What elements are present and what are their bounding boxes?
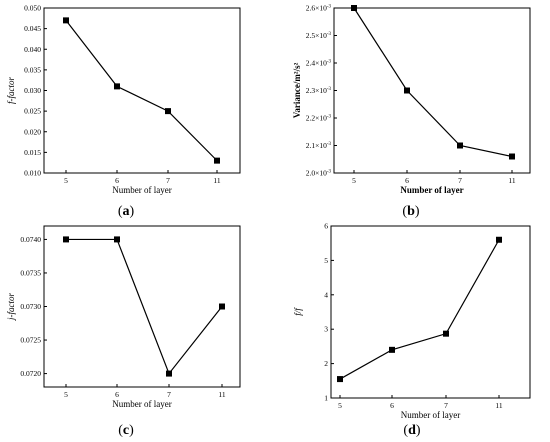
data-point: [337, 376, 343, 383]
data-point: [351, 5, 357, 11]
x-tick-label: 11: [495, 401, 502, 410]
data-point: [166, 370, 172, 377]
y-tick-label: 2.6×10-3: [306, 4, 332, 13]
data-point: [63, 236, 69, 243]
x-tick-label: 5: [64, 390, 68, 399]
x-tick-label: 11: [508, 176, 515, 185]
data-point: [389, 346, 395, 353]
y-tick-label: 1: [324, 394, 328, 403]
y-tick-label: 0.045: [24, 24, 41, 33]
data-point: [509, 153, 515, 160]
y-tick-label: 2.0×10-3: [306, 169, 332, 178]
y-tick-label: 6: [324, 222, 328, 231]
chart-panel-1: 0.010 0.015 0.020 0.025 0.030 0.035 0.040 0.045…: [6, 4, 241, 219]
panel-label: (c): [118, 423, 134, 438]
x-tick-label: 11: [213, 176, 220, 185]
x-tick-label: 5: [64, 176, 68, 185]
y-tick-label: 0.0725: [20, 336, 41, 345]
plot-frame: [43, 7, 241, 174]
y-tick-label: 0.0735: [20, 268, 41, 277]
data-point: [214, 157, 220, 164]
data-point: [219, 303, 225, 310]
x-tick-label: 6: [405, 176, 409, 185]
data-point: [457, 142, 463, 149]
y-tick-label: 2.3×10-3: [306, 86, 332, 95]
x-tick-label: 5: [338, 401, 342, 410]
series-line: [353, 7, 513, 158]
x-axis-title: Number of layer: [112, 185, 171, 195]
y-tick-label: 0.040: [24, 45, 41, 54]
plot-frame: [330, 225, 531, 399]
panel-label: (b): [402, 204, 419, 219]
plot-frame: [43, 225, 241, 388]
x-tick-label: 6: [115, 176, 119, 185]
chart-panel-3: 0.0720 0.0725 0.0730 0.0735 0.0740 5 6 7 11 Numbe…: [6, 225, 241, 438]
plot-frame: [333, 7, 531, 174]
data-point: [165, 108, 171, 115]
y-tick-label: 3: [324, 325, 328, 334]
y-tick-label: 0.030: [24, 86, 41, 95]
data-point: [63, 17, 69, 24]
x-axis-title: Number of layer: [112, 399, 171, 409]
x-tick-label: 6: [115, 390, 119, 399]
x-tick-label: 7: [167, 390, 171, 399]
y-tick-label: 0.0720: [20, 369, 41, 378]
series-line: [65, 20, 218, 162]
panel-label: (a): [118, 204, 135, 219]
y-tick-label: 0.0730: [20, 302, 41, 311]
y-tick-label: 2.5×10-3: [306, 31, 332, 40]
y-tick-label: 0.0740: [20, 235, 41, 244]
x-tick-label: 7: [444, 401, 448, 410]
series-line: [66, 238, 223, 375]
y-axis-title: Variance/m²/s²: [292, 62, 302, 118]
y-tick-label: 4: [324, 290, 328, 299]
y-tick-label: 0.025: [24, 107, 41, 116]
x-tick-label: 7: [166, 176, 170, 185]
y-tick-label: 0.010: [24, 169, 41, 178]
data-point: [496, 236, 502, 243]
y-axis-title: j-factor: [6, 293, 16, 321]
y-tick-label: 5: [324, 256, 328, 265]
y-axis-title: f-factor: [6, 77, 16, 104]
chart-panel-2: 2.0×10-3 2.1×10-3 2.2×10-3 2.3×10-3 2.4×10-3…: [292, 4, 531, 219]
y-tick-label: 2: [324, 359, 328, 368]
x-tick-label: 11: [218, 390, 225, 399]
y-axis-title: f/f: [293, 307, 303, 316]
data-point: [443, 330, 449, 337]
data-point: [404, 87, 410, 94]
y-tick-label: 0.015: [24, 148, 41, 157]
y-tick-label: 2.2×10-3: [306, 114, 332, 123]
y-tick-label: 0.035: [24, 65, 41, 74]
x-tick-label: 6: [390, 401, 394, 410]
x-tick-label: 7: [458, 176, 462, 185]
y-tick-label: 0.020: [24, 127, 41, 136]
y-tick-label: 2.4×10-3: [306, 59, 332, 68]
x-axis-title: Number of layer: [400, 185, 463, 195]
data-point: [114, 236, 120, 243]
x-tick-label: 5: [352, 176, 356, 185]
data-point: [114, 83, 120, 90]
y-tick-label: 0.050: [24, 4, 41, 13]
y-tick-label: 2.1×10-3: [306, 141, 332, 150]
series-line: [339, 239, 500, 380]
panel-label: (d): [403, 423, 420, 438]
x-axis-title: Number of layer: [401, 410, 460, 420]
chart-panel-4: 1 2 3 4 5 6 5 6 7 11 Number of layer f/f (d): [293, 222, 531, 438]
